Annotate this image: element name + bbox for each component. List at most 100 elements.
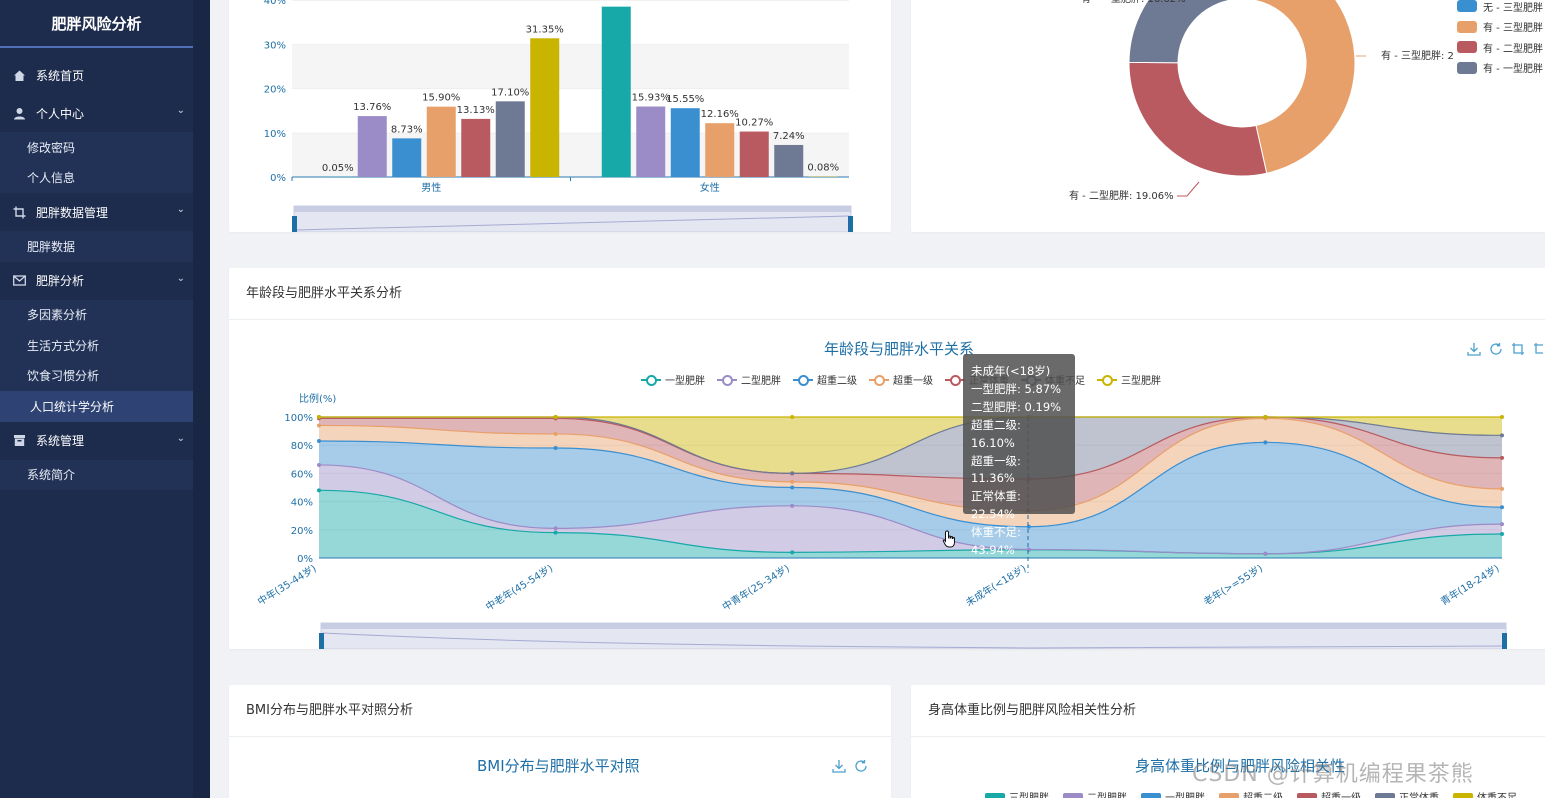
legend-item[interactable]: 正常体重 xyxy=(1375,789,1439,798)
series-line xyxy=(318,440,1503,528)
y-tick-label: 10% xyxy=(264,129,286,140)
bar-data-label: 15.90% xyxy=(422,93,460,104)
legend-swatch xyxy=(1457,41,1477,54)
series-line xyxy=(318,464,1503,555)
nav-home-label: 系统首页 xyxy=(36,68,85,83)
bar xyxy=(739,131,769,177)
bar-data-label: 12.16% xyxy=(701,109,739,120)
datazoom-preview xyxy=(322,632,1505,649)
data-point xyxy=(1500,415,1504,419)
nav-obesity-data[interactable]: 肥胖数据 xyxy=(0,231,193,262)
nav-system-mgmt-label: 系统管理 xyxy=(36,434,85,448)
datazoom-bar xyxy=(321,623,1506,629)
legend-item[interactable]: 二型肥胖 xyxy=(717,372,781,387)
legend-marker xyxy=(869,374,889,386)
nav-lifestyle[interactable]: 生活方式分析 xyxy=(0,330,193,361)
legend-item[interactable]: 有 - 三型肥胖 xyxy=(1457,17,1545,38)
legend-label: 有 - 三型肥胖 xyxy=(1483,23,1543,35)
zoom-icon[interactable] xyxy=(1511,342,1525,360)
archive-icon xyxy=(12,434,26,448)
legend-label: 一型肥胖 xyxy=(1165,793,1205,798)
tooltip-row: 体重不足: 43.94% xyxy=(971,525,1021,558)
nav-personal-center[interactable]: 个人中心 ⌄ xyxy=(0,94,193,132)
nav-home[interactable]: 系统首页 xyxy=(0,56,193,94)
data-point xyxy=(790,471,795,476)
bar xyxy=(530,38,560,178)
y-tick-label: 20% xyxy=(291,526,313,537)
nav-personal-info[interactable]: 个人信息 xyxy=(0,162,193,193)
bar xyxy=(705,123,735,177)
legend-item[interactable]: 体重不足 xyxy=(1453,789,1517,798)
nav-obesity-data-mgmt[interactable]: 肥胖数据管理 ⌄ xyxy=(0,193,193,231)
tooltip-row: 超重一级: 11.36% xyxy=(971,453,1021,486)
refresh-icon[interactable] xyxy=(1489,342,1503,360)
legend-item[interactable]: 有 - 二型肥胖 xyxy=(1457,37,1545,58)
legend-swatch xyxy=(1219,793,1239,798)
x-tick-label: 中老年(45-54岁) xyxy=(483,561,555,613)
app-title: 肥胖风险分析 xyxy=(0,0,193,48)
datazoom-handle-left xyxy=(292,216,297,232)
zoom-reset-icon[interactable] xyxy=(1533,342,1543,360)
y-tick-label: 0% xyxy=(270,173,286,184)
legend-item[interactable]: 超重一级 xyxy=(1297,789,1361,798)
datazoom-handle-right xyxy=(848,216,853,232)
tooltip-row: 三型肥胖: 0% xyxy=(971,560,1043,575)
data-point xyxy=(553,446,558,451)
age-chart-card: 年龄段与肥胖水平关系分析 年龄段与肥胖水平关系 一型肥胖 二型肥胖 超重二级 超重一级… xyxy=(229,268,1545,649)
data-point xyxy=(1500,486,1504,491)
legend-item[interactable]: 超重二级 xyxy=(793,372,857,387)
nav-multi-factor[interactable]: 多因素分析 xyxy=(0,299,193,330)
legend-item[interactable]: 二型肥胖 xyxy=(1063,789,1127,798)
age-chart-title: 年龄段与肥胖水平关系 xyxy=(824,340,975,358)
download-icon[interactable] xyxy=(1467,342,1481,360)
legend-label: 超重二级 xyxy=(1243,793,1283,798)
legend-marker xyxy=(717,374,737,386)
refresh-icon[interactable] xyxy=(854,759,868,777)
bar xyxy=(636,106,666,177)
nav-diet[interactable]: 饮食习惯分析 xyxy=(0,360,193,391)
bmi-chart-title: BMI分布与肥胖水平对照 xyxy=(477,757,640,775)
data-point xyxy=(317,462,321,467)
nav-demographics[interactable]: 人口统计学分析 xyxy=(0,391,193,422)
nav-system-mgmt[interactable]: 系统管理 ⌄ xyxy=(0,422,193,460)
x-tick-label: 男性 xyxy=(421,181,441,194)
hand-cursor-icon xyxy=(942,530,955,548)
data-point xyxy=(1500,522,1504,527)
legend-item[interactable]: 三型肥胖 xyxy=(1097,372,1161,387)
legend-item[interactable]: 三型肥胖 xyxy=(985,789,1049,798)
legend-item[interactable]: 一型肥胖 xyxy=(641,372,705,387)
download-icon[interactable] xyxy=(832,759,846,777)
data-point xyxy=(553,530,558,535)
nav-system-intro[interactable]: 系统简介 xyxy=(0,459,193,490)
x-tick-label: 中青年(25-34岁) xyxy=(720,561,792,613)
legend-item[interactable]: 无 - 三型肥胖 xyxy=(1457,0,1545,17)
mail-icon xyxy=(12,274,26,288)
legend-item[interactable]: 有 - 一型肥胖 xyxy=(1457,58,1545,79)
area-series xyxy=(319,490,1502,558)
legend-marker xyxy=(1097,374,1117,386)
bar-data-label: 0.05% xyxy=(322,163,354,174)
y-tick-label: 40% xyxy=(291,498,313,509)
user-icon xyxy=(12,106,26,120)
data-point xyxy=(317,438,321,443)
y-axis-name: 比例(%) xyxy=(299,392,336,405)
data-point xyxy=(317,488,321,493)
donut-slice-label: 有 - 三型肥胖: 2 xyxy=(1381,49,1454,62)
legend-item[interactable]: 超重一级 xyxy=(869,372,933,387)
nav-obesity-analysis[interactable]: 肥胖分析 ⌄ xyxy=(0,262,193,300)
sidebar: 肥胖风险分析 系统首页 个人中心 ⌄ 修改密码 个人信息 肥胖数据管理 ⌄ 肥胖… xyxy=(0,0,193,798)
data-point xyxy=(1500,433,1504,438)
y-tick-label: 0% xyxy=(297,554,313,565)
hw-chart-legend: 三型肥胖 二型肥胖 一型肥胖 超重二级 超重一级 正常体重 体重不足 xyxy=(985,789,1517,798)
bar-data-label: 13.13% xyxy=(457,105,495,116)
bar-data-label: 10.27% xyxy=(735,118,773,129)
bar xyxy=(392,138,422,177)
gender-bar-chart: 0% 10% 20% 30% 40% 0.05% 13.76%8.73% 15.90%13.1… xyxy=(264,0,853,232)
area-series xyxy=(319,417,1502,479)
data-point xyxy=(553,526,558,531)
nav-change-password[interactable]: 修改密码 xyxy=(0,132,193,163)
bar xyxy=(670,108,700,177)
data-point xyxy=(1263,415,1268,419)
legend-item[interactable]: 超重二级 xyxy=(1219,789,1283,798)
legend-item[interactable]: 一型肥胖 xyxy=(1141,789,1205,798)
